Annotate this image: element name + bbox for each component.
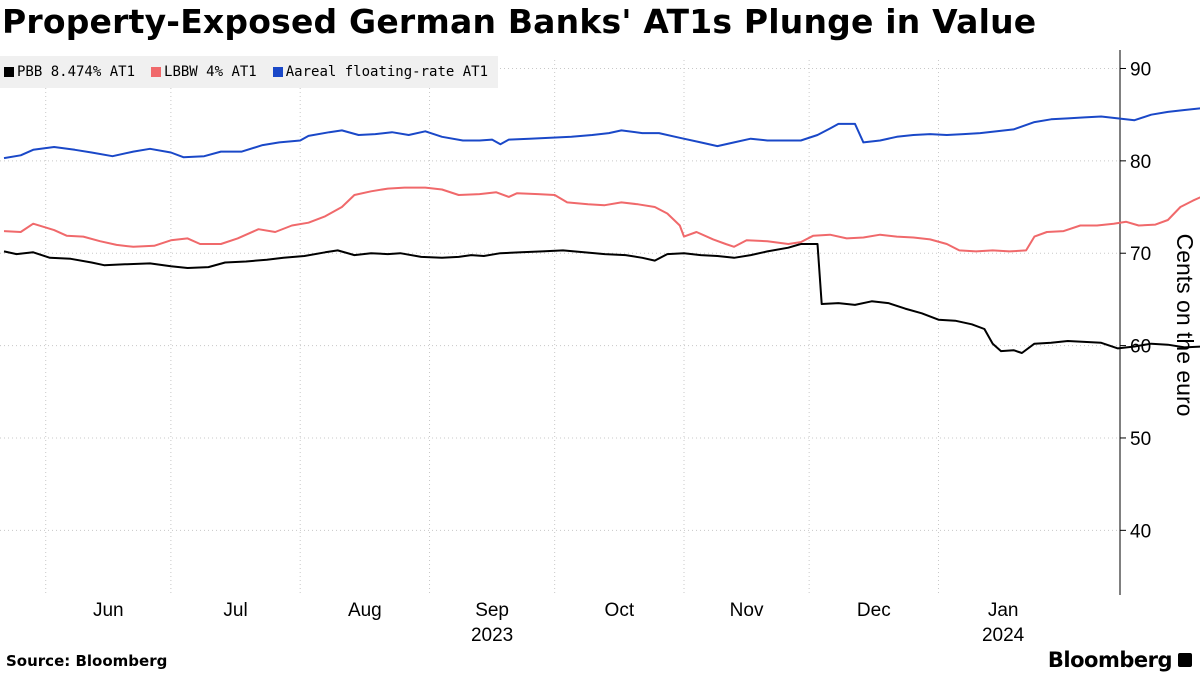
- series-lines: [3, 107, 1200, 354]
- legend: PBB 8.474% AT1 LBBW 4% AT1 Aareal floati…: [0, 56, 499, 88]
- legend-item-aareal: Aareal floating-rate AT1: [272, 64, 489, 80]
- x-year-label-2024: 2024: [982, 625, 1025, 646]
- legend-swatch-aareal: [272, 67, 283, 77]
- legend-swatch-lbbw: [151, 67, 162, 77]
- y-tick-label-90: 90: [1130, 59, 1151, 80]
- x-tick-label-jul: Jul: [223, 600, 247, 621]
- x-tick-label-dec: Dec: [857, 600, 891, 621]
- source-note: Source: Bloomberg: [6, 652, 168, 670]
- y-tick-label-70: 70: [1130, 244, 1151, 265]
- legend-item-lbbw: LBBW 4% AT1: [151, 64, 257, 80]
- x-tick-label-oct: Oct: [605, 600, 635, 621]
- x-tick-label-jun: Jun: [93, 600, 124, 621]
- bloomberg-terminal-icon: [1178, 653, 1192, 667]
- series-line-2: [3, 107, 1200, 160]
- y-tick-label-40: 40: [1130, 521, 1151, 542]
- x-year-label-2023: 2023: [471, 625, 513, 646]
- series-line-0: [3, 243, 1200, 354]
- chart-title: Property-Exposed German Banks' AT1s Plun…: [2, 2, 1037, 41]
- legend-label-aareal: Aareal floating-rate AT1: [285, 64, 489, 80]
- series-line-1: [3, 186, 1200, 253]
- gridlines: [0, 60, 1120, 595]
- axes: 40 50 60 70 80 90 Jun Jul Aug Sep Oct Nov Dec Jan 2023…: [93, 50, 1151, 646]
- x-tick-label-aug: Aug: [348, 600, 382, 621]
- y-tick-label-80: 80: [1130, 152, 1151, 173]
- brand-name: Bloomberg: [1047, 648, 1173, 672]
- y-tick-label-50: 50: [1130, 429, 1151, 450]
- x-tick-label-jan: Jan: [988, 600, 1019, 621]
- legend-label-pbb: PBB 8.474% AT1: [17, 64, 136, 80]
- x-tick-label-nov: Nov: [730, 600, 764, 621]
- bloomberg-logo: Bloomberg: [1048, 648, 1192, 672]
- y-axis-title: Cents on the euro: [1172, 234, 1198, 417]
- legend-swatch-pbb: [4, 67, 14, 77]
- y-tick-label-60: 60: [1130, 337, 1151, 358]
- legend-label-lbbw: LBBW 4% AT1: [164, 64, 257, 80]
- x-tick-label-sep: Sep: [475, 600, 509, 621]
- legend-item-pbb: PBB 8.474% AT1: [4, 64, 135, 80]
